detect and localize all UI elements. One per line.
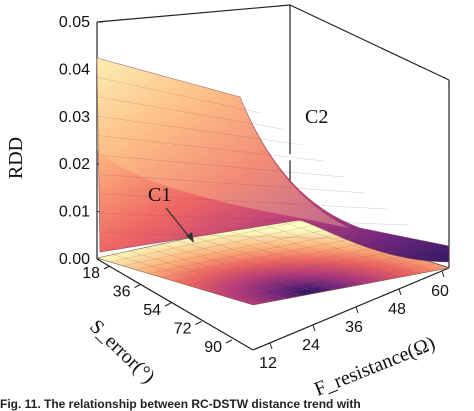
mesh-line [99, 232, 429, 242]
x-tick-mark [134, 284, 141, 288]
annotation-c2: C2 [305, 106, 328, 128]
mesh-line [239, 263, 436, 302]
mesh-line [99, 193, 387, 210]
annotation-c2-arrow [289, 129, 311, 159]
z-tick-label: 0.03 [59, 109, 90, 126]
annotation-c2-arrowhead [286, 153, 295, 163]
mesh-line [98, 174, 366, 194]
y-tick-label: 48 [388, 301, 406, 318]
mesh-line [273, 219, 433, 272]
annotation-c1-arrow [165, 207, 191, 239]
x-tick-label: 90 [204, 339, 222, 356]
z-tick-label: 0.01 [59, 204, 90, 221]
z-tick-label: 0.05 [59, 14, 90, 31]
x-tick-label: 54 [143, 302, 161, 319]
mesh-line [97, 77, 261, 114]
y-axis-title: F_resistance(Ω) [311, 332, 438, 400]
x-tick-mark [195, 321, 202, 325]
y-tick-label: 60 [431, 283, 449, 300]
surfaces [95, 57, 450, 306]
y-tick-mark [441, 270, 445, 278]
y-tick-label: 36 [345, 319, 363, 336]
y-tick-label: 12 [259, 355, 277, 372]
x-tick-mark [225, 339, 233, 344]
x-ticks: 18 36 54 72 90 [82, 265, 233, 356]
y-tick-mark [269, 342, 273, 350]
surface-c1-mesh [109, 219, 436, 303]
figure-caption: Fig. 11. The relationship between RC-DST… [0, 397, 361, 411]
annotation-c1: C1 [148, 184, 171, 206]
x-tick-label: 72 [174, 321, 192, 338]
annotation-c1-arrowhead [186, 232, 194, 243]
x-tick-label: 36 [113, 284, 131, 301]
mesh-line [98, 135, 324, 162]
y-tick-mark [355, 306, 359, 314]
surface-c2-overlay [97, 58, 350, 228]
x-axis-title: S_error(°) [85, 316, 159, 388]
back-top-left-edge [96, 4, 291, 23]
x-tick-mark [164, 302, 172, 307]
mesh-line [98, 154, 345, 178]
y-axis-line [252, 267, 450, 351]
mesh-line [97, 96, 282, 130]
y-tick-mark [312, 324, 316, 332]
surface-c2 [96, 57, 450, 263]
mesh-line [257, 222, 417, 275]
x-tick-label: 18 [82, 265, 100, 282]
surface-c2-mesh [97, 77, 429, 242]
y-ticks: 12 24 36 48 60 [259, 270, 449, 372]
z-tick-label: 0.04 [59, 61, 90, 78]
annotations: C2 C1 [148, 106, 328, 243]
mesh-line [97, 116, 303, 146]
y-tick-label: 24 [302, 337, 320, 354]
z-axis-title: RDD [5, 137, 27, 179]
z-ticks: 0.00 0.01 0.02 0.03 0.04 0.05 [59, 14, 103, 268]
back-top-right-edge [289, 4, 450, 81]
z-tick-label: 0.02 [59, 156, 90, 173]
x-axis-line [96, 258, 254, 351]
y-tick-mark [398, 288, 402, 296]
z-tick-label: 0.00 [59, 251, 90, 268]
x-tick-mark [103, 265, 111, 270]
mesh-line [99, 213, 408, 226]
